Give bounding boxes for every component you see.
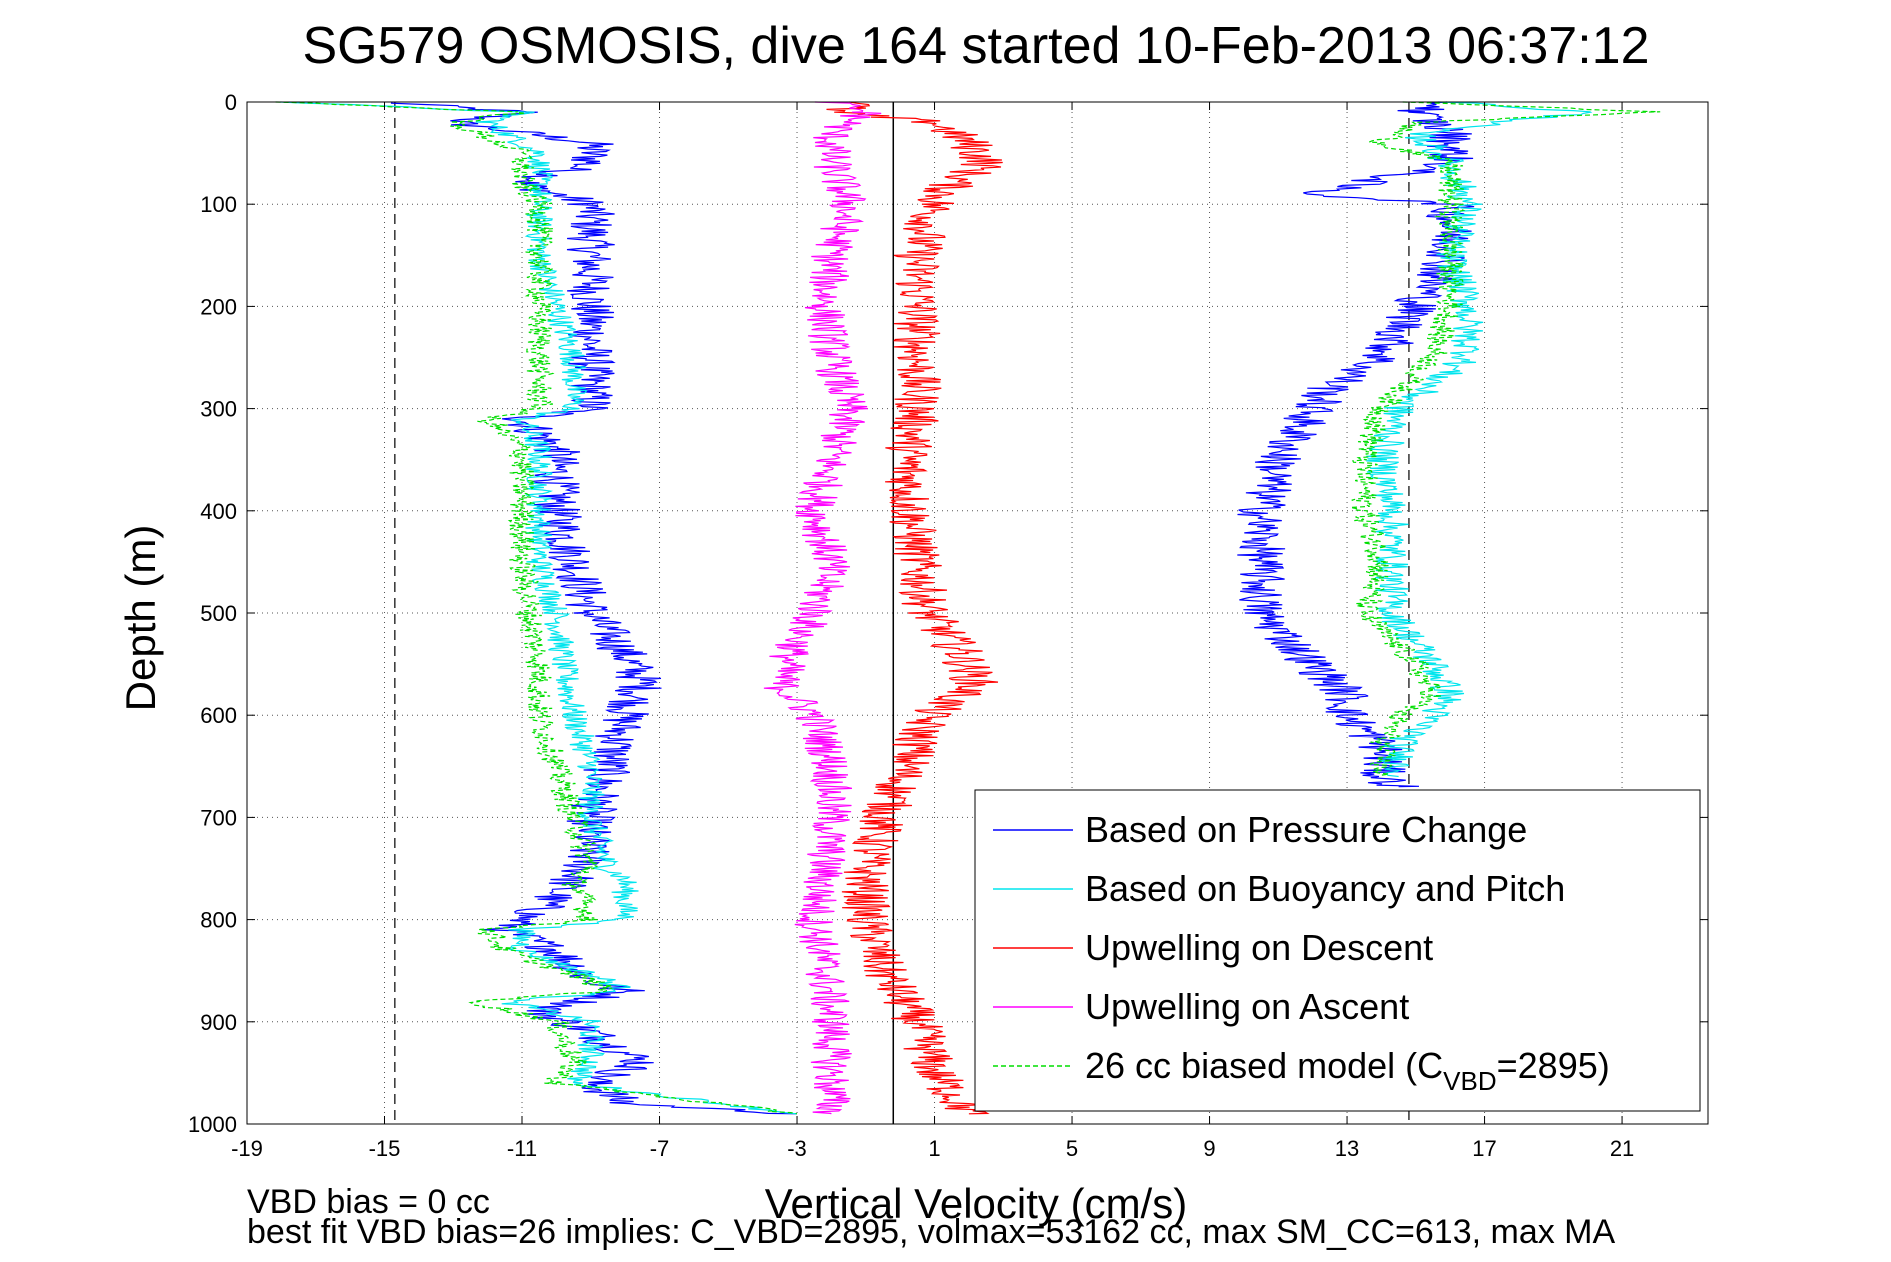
y-tick-label: 400 <box>200 499 237 524</box>
x-tick-label: 13 <box>1335 1136 1359 1161</box>
series-line-5 <box>1237 101 1475 788</box>
legend: Based on Pressure Change Based on Buoyanc… <box>974 789 1701 1112</box>
y-tick-label: 100 <box>200 192 237 217</box>
series-line-4 <box>275 101 798 1115</box>
chart-title: SG579 OSMOSIS, dive 164 started 10-Feb-2… <box>302 17 1649 75</box>
series-line-7 <box>1350 101 1661 777</box>
y-axis-label: Depth (m) <box>117 525 164 712</box>
x-axis-label: Vertical Velocity (cm/s) <box>765 1180 1187 1227</box>
y-tick-label: 700 <box>200 805 237 830</box>
best-fit-note: best fit VBD bias=26 implies: C_VBD=2895… <box>247 1213 1616 1251</box>
y-tick-label: 200 <box>200 294 237 319</box>
x-tick-label: -7 <box>650 1136 670 1161</box>
series-line-0 <box>390 101 798 1115</box>
series-group <box>275 101 1661 1115</box>
x-tick-label: -19 <box>231 1136 263 1161</box>
x-tick-label: -11 <box>507 1136 537 1161</box>
legend-label: Based on Pressure Change <box>1085 809 1527 850</box>
x-tick-label: 17 <box>1472 1136 1496 1161</box>
legend-label: Upwelling on Ascent <box>1085 986 1409 1027</box>
x-tick-label: 9 <box>1203 1136 1215 1161</box>
vbd-bias-note: VBD bias = 0 cc <box>247 1183 490 1221</box>
legend-box <box>974 789 1701 1112</box>
series-line-2 <box>826 101 1003 1115</box>
legend-label: Based on Buoyancy and Pitch <box>1085 868 1565 909</box>
x-tick-label: -3 <box>787 1136 807 1161</box>
y-tick-label: 1000 <box>188 1112 237 1137</box>
y-tick-label: 500 <box>200 601 237 626</box>
y-tick-label: 0 <box>225 90 237 115</box>
y-tick-label: 800 <box>200 908 237 933</box>
series-line-3 <box>763 101 882 1115</box>
x-tick-label: 21 <box>1610 1136 1634 1161</box>
x-tick-label: -15 <box>369 1136 401 1161</box>
legend-label: Upwelling on Descent <box>1085 927 1433 968</box>
y-tick-label: 600 <box>200 703 237 728</box>
ticks: -19 -15 -11 -7 -3 1 5 9 13 17 21 0 100 200 300 400 500 60… <box>188 90 1708 1161</box>
x-tick-label: 1 <box>928 1136 940 1161</box>
series-line-6 <box>1366 101 1593 778</box>
series-line-1 <box>280 101 798 1115</box>
y-tick-label: 300 <box>200 397 237 422</box>
y-tick-label: 900 <box>200 1010 237 1035</box>
x-tick-label: 5 <box>1066 1136 1078 1161</box>
